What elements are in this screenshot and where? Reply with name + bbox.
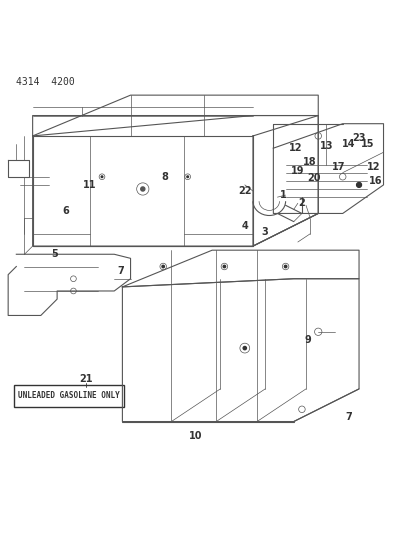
Text: 14: 14: [342, 139, 356, 149]
Text: 12: 12: [366, 161, 380, 172]
Text: 6: 6: [62, 206, 69, 216]
Text: 4314  4200: 4314 4200: [16, 77, 75, 87]
Circle shape: [141, 187, 145, 191]
Text: 7: 7: [117, 265, 124, 276]
Text: 7: 7: [346, 413, 352, 423]
Circle shape: [187, 176, 188, 177]
Text: 8: 8: [162, 172, 169, 182]
Circle shape: [284, 265, 287, 268]
Text: 21: 21: [79, 374, 93, 384]
Text: 20: 20: [307, 173, 321, 183]
Text: 11: 11: [83, 180, 97, 190]
Text: 22: 22: [238, 186, 252, 196]
Circle shape: [357, 182, 361, 187]
Circle shape: [162, 265, 164, 268]
Text: 13: 13: [319, 141, 333, 151]
Text: 19: 19: [291, 166, 305, 175]
Text: 9: 9: [305, 335, 311, 345]
Text: 1: 1: [280, 190, 287, 200]
Text: 23: 23: [352, 133, 366, 143]
Text: 10: 10: [189, 431, 203, 441]
Text: 5: 5: [52, 249, 58, 259]
Circle shape: [223, 265, 226, 268]
FancyBboxPatch shape: [14, 385, 124, 407]
Text: 18: 18: [303, 157, 317, 167]
Text: 12: 12: [289, 143, 303, 153]
Text: 3: 3: [262, 227, 268, 237]
Text: 17: 17: [332, 161, 346, 172]
Circle shape: [243, 346, 246, 350]
Text: 16: 16: [368, 176, 382, 186]
Text: UNLEADED GASOLINE ONLY: UNLEADED GASOLINE ONLY: [18, 391, 120, 400]
Text: 2: 2: [299, 198, 305, 208]
Text: 4: 4: [242, 221, 248, 231]
Circle shape: [101, 176, 103, 177]
Text: 15: 15: [360, 139, 374, 149]
